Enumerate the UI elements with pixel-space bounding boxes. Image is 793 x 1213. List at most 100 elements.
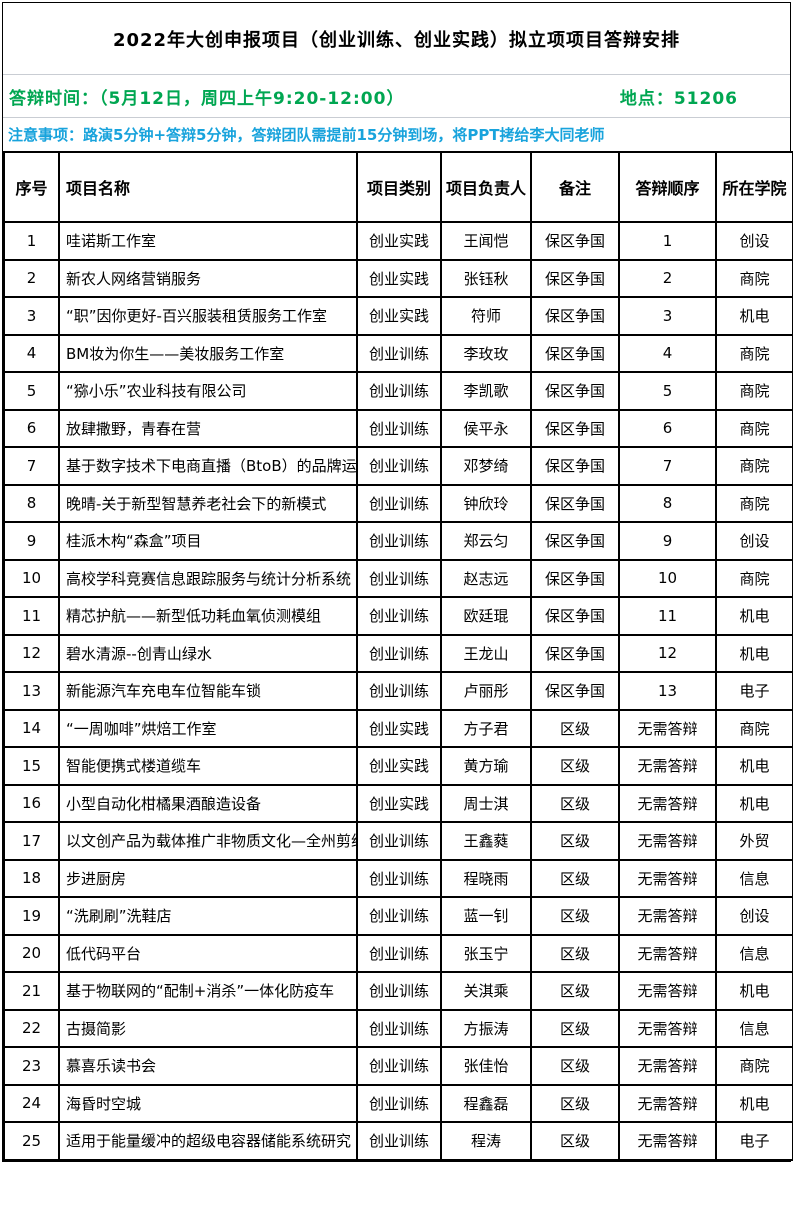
notice-text: 注意事项：路演5分钟+答辩5分钟，答辩团队需提前15分钟到场，将PPT拷给李大同… — [8, 126, 605, 144]
table-row: 25 适用于能量缓冲的超级电容器储能系统研究 创业训练 程涛 区级 无需答辩 电子 — [3, 1121, 793, 1161]
cell-project-name: BM妆为你生——美妆服务工作室 — [58, 333, 358, 373]
cell-project-type: 创业训练 — [356, 333, 442, 373]
cell-project-leader: 程晓雨 — [440, 858, 532, 898]
cell-project-leader: 蓝一钊 — [440, 896, 532, 936]
cell-college: 信息 — [715, 933, 793, 973]
header-defense-order: 答辩顺序 — [618, 151, 717, 223]
cell-defense-order: 无需答辩 — [618, 858, 717, 898]
cell-project-leader: 钟欣玲 — [440, 483, 532, 523]
cell-defense-order: 无需答辩 — [618, 783, 717, 823]
cell-project-leader: 郑云匀 — [440, 521, 532, 561]
cell-project-leader: 王龙山 — [440, 633, 532, 673]
cell-remark: 保区争国 — [530, 558, 620, 598]
cell-index: 16 — [3, 783, 60, 823]
cell-defense-order: 无需答辩 — [618, 708, 717, 748]
cell-index: 23 — [3, 1046, 60, 1086]
cell-project-name: 哇诺斯工作室 — [58, 221, 358, 261]
header-college: 所在学院 — [715, 151, 793, 223]
cell-defense-order: 4 — [618, 333, 717, 373]
cell-project-type: 创业训练 — [356, 483, 442, 523]
cell-defense-order: 6 — [618, 408, 717, 448]
cell-project-name: 新能源汽车充电车位智能车锁 — [58, 671, 358, 711]
table-row: 21 基于物联网的“配制+消杀”一体化防疫车 创业训练 关淇乘 区级 无需答辩 机电 — [3, 971, 793, 1011]
cell-index: 10 — [3, 558, 60, 598]
cell-college: 外贸 — [715, 821, 793, 861]
cell-remark: 区级 — [530, 783, 620, 823]
table-row: 20 低代码平台 创业训练 张玉宁 区级 无需答辩 信息 — [3, 933, 793, 973]
cell-project-leader: 李玫玫 — [440, 333, 532, 373]
cell-index: 11 — [3, 596, 60, 636]
cell-college: 商院 — [715, 708, 793, 748]
table-row: 18 步进厨房 创业训练 程晓雨 区级 无需答辩 信息 — [3, 858, 793, 898]
cell-college: 机电 — [715, 971, 793, 1011]
cell-defense-order: 无需答辩 — [618, 1083, 717, 1123]
cell-project-name: 基于数字技术下电商直播（BtoB）的品牌运营 — [58, 446, 358, 486]
cell-project-leader: 黄方瑜 — [440, 746, 532, 786]
cell-project-name: 基于物联网的“配制+消杀”一体化防疫车 — [58, 971, 358, 1011]
table-row: 3 “职”因你更好-百兴服装租赁服务工作室 创业实践 符师 保区争国 3 机电 — [3, 296, 793, 336]
cell-project-type: 创业训练 — [356, 1008, 442, 1048]
cell-college: 机电 — [715, 633, 793, 673]
cell-project-type: 创业训练 — [356, 558, 442, 598]
cell-project-name: 低代码平台 — [58, 933, 358, 973]
cell-index: 19 — [3, 896, 60, 936]
cell-project-leader: 侯平永 — [440, 408, 532, 448]
table-row: 24 海昏时空城 创业训练 程鑫磊 区级 无需答辩 机电 — [3, 1083, 793, 1123]
cell-defense-order: 13 — [618, 671, 717, 711]
cell-remark: 保区争国 — [530, 371, 620, 411]
cell-defense-order: 无需答辩 — [618, 896, 717, 936]
cell-index: 20 — [3, 933, 60, 973]
cell-defense-order: 无需答辩 — [618, 1008, 717, 1048]
cell-index: 3 — [3, 296, 60, 336]
header-index: 序号 — [3, 151, 60, 223]
cell-defense-order: 7 — [618, 446, 717, 486]
cell-remark: 区级 — [530, 896, 620, 936]
cell-college: 信息 — [715, 858, 793, 898]
cell-college: 商院 — [715, 1046, 793, 1086]
cell-project-name: “一周咖啡”烘焙工作室 — [58, 708, 358, 748]
cell-project-name: 桂派木构“森盒”项目 — [58, 521, 358, 561]
cell-project-leader: 关淇乘 — [440, 971, 532, 1011]
cell-defense-order: 无需答辩 — [618, 933, 717, 973]
cell-index: 22 — [3, 1008, 60, 1048]
cell-remark: 保区争国 — [530, 258, 620, 298]
cell-project-leader: 赵志远 — [440, 558, 532, 598]
cell-index: 21 — [3, 971, 60, 1011]
cell-remark: 区级 — [530, 933, 620, 973]
defense-time-row: 答辩时间：（5月12日，周四上午9:20-12:00） 地点：51206 — [3, 75, 790, 118]
cell-project-name: 晚晴-关于新型智慧养老社会下的新模式 — [58, 483, 358, 523]
cell-project-leader: 邓梦绮 — [440, 446, 532, 486]
cell-defense-order: 9 — [618, 521, 717, 561]
cell-remark: 保区争国 — [530, 333, 620, 373]
schedule-sheet: 2022年大创申报项目（创业训练、创业实践）拟立项项目答辩安排 答辩时间：（5月… — [2, 2, 793, 1162]
cell-remark: 区级 — [530, 858, 620, 898]
cell-index: 18 — [3, 858, 60, 898]
cell-remark: 保区争国 — [530, 446, 620, 486]
table-row: 10 高校学科竞赛信息跟踪服务与统计分析系统 创业训练 赵志远 保区争国 10 商院 — [3, 558, 793, 598]
table-row: 12 碧水清源--创青山绿水 创业训练 王龙山 保区争国 12 机电 — [3, 633, 793, 673]
cell-defense-order: 3 — [618, 296, 717, 336]
cell-project-name: 海昏时空城 — [58, 1083, 358, 1123]
cell-remark: 区级 — [530, 1046, 620, 1086]
cell-college: 创设 — [715, 221, 793, 261]
cell-index: 15 — [3, 746, 60, 786]
table-row: 7 基于数字技术下电商直播（BtoB）的品牌运营 创业训练 邓梦绮 保区争国 7 商院 — [3, 446, 793, 486]
cell-project-name: 放肆撒野，青春在营 — [58, 408, 358, 448]
cell-project-type: 创业训练 — [356, 521, 442, 561]
table-row: 1 哇诺斯工作室 创业实践 王闻恺 保区争国 1 创设 — [3, 221, 793, 261]
cell-project-leader: 卢丽彤 — [440, 671, 532, 711]
cell-project-name: “猕小乐”农业科技有限公司 — [58, 371, 358, 411]
cell-project-name: 智能便携式楼道缆车 — [58, 746, 358, 786]
cell-project-name: “洗刷刷”洗鞋店 — [58, 896, 358, 936]
cell-remark: 区级 — [530, 1083, 620, 1123]
cell-remark: 区级 — [530, 708, 620, 748]
table-row: 4 BM妆为你生——美妆服务工作室 创业训练 李玫玫 保区争国 4 商院 — [3, 333, 793, 373]
cell-index: 4 — [3, 333, 60, 373]
header-project-name: 项目名称 — [58, 151, 358, 223]
cell-defense-order: 11 — [618, 596, 717, 636]
cell-defense-order: 1 — [618, 221, 717, 261]
cell-remark: 区级 — [530, 1121, 620, 1161]
cell-index: 17 — [3, 821, 60, 861]
cell-project-type: 创业实践 — [356, 296, 442, 336]
cell-project-type: 创业训练 — [356, 1046, 442, 1086]
